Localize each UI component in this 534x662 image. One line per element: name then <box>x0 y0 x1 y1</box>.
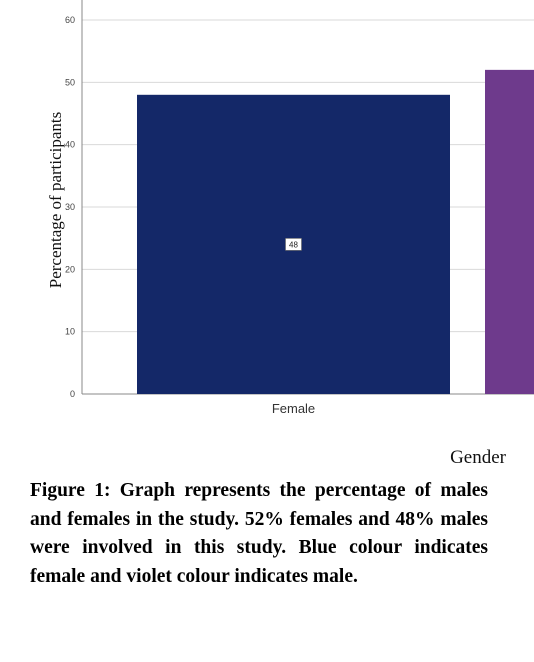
data-label-box <box>285 238 302 251</box>
bars <box>137 69 534 395</box>
y-tick-labels: 0 10 20 30 40 50 60 <box>65 15 75 399</box>
y-tick-label: 20 <box>65 264 75 274</box>
y-tick-label: 30 <box>65 202 75 212</box>
category-labels: Female <box>272 401 315 416</box>
category-label: Female <box>272 401 315 416</box>
x-axis-label: Gender <box>450 447 507 468</box>
y-tick-label: 40 <box>65 140 75 150</box>
y-tick-label: 10 <box>65 327 75 337</box>
y-axis-label: Percentage of participants <box>46 112 65 289</box>
y-tick-label: 60 <box>65 15 75 25</box>
bar-chart: 0 10 20 30 40 50 60 48 Female Percentage of pa… <box>46 0 534 468</box>
data-labels: 48 <box>285 238 302 251</box>
y-tick-label: 50 <box>65 77 75 87</box>
figure-caption: Figure 1: Graph represents the percentag… <box>30 480 488 587</box>
bar-2 <box>485 69 534 394</box>
y-tick-label: 0 <box>70 389 75 399</box>
data-label: 48 <box>289 240 298 249</box>
